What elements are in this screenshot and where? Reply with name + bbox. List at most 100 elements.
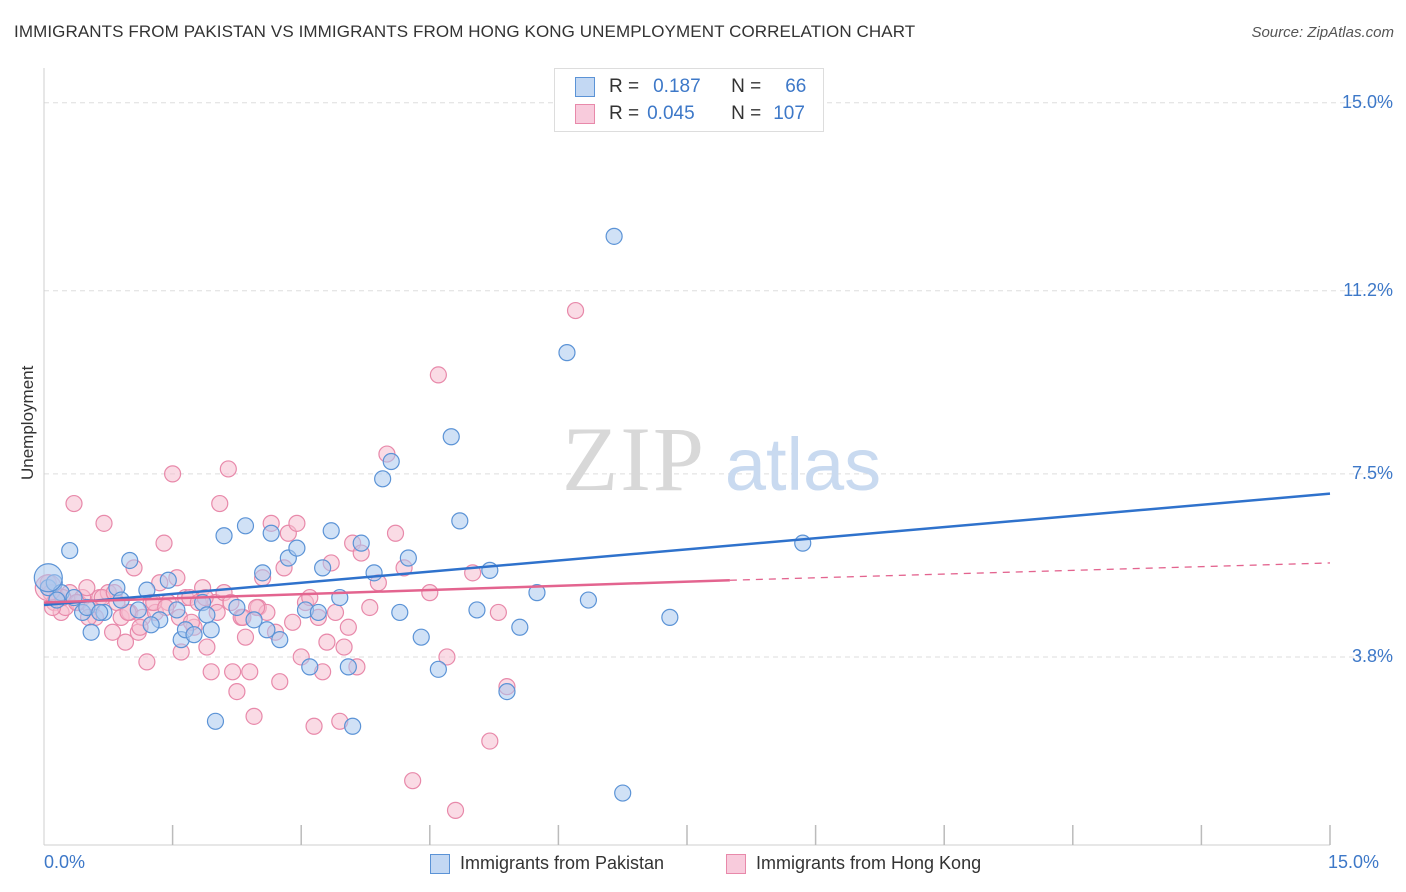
pakistan-point bbox=[185, 626, 203, 644]
hongkong-point bbox=[211, 494, 229, 513]
hongkong-point bbox=[335, 638, 353, 656]
hongkong-point bbox=[404, 772, 422, 790]
watermark: ZIP atlas bbox=[562, 408, 881, 510]
pakistan-point bbox=[344, 717, 362, 735]
stats-n-label: N = bbox=[731, 103, 762, 124]
y-tick-label: 7.5% bbox=[1351, 462, 1393, 483]
legend-swatch-hongkong bbox=[726, 853, 746, 874]
pakistan-point bbox=[498, 682, 516, 701]
y-tick-label: 11.2% bbox=[1343, 279, 1393, 300]
hongkong-point bbox=[481, 732, 499, 750]
trend-line-hongkong bbox=[43, 579, 730, 604]
hongkong-point bbox=[318, 633, 336, 651]
pakistan-point bbox=[82, 623, 100, 641]
watermark-zip: ZIP bbox=[562, 408, 706, 510]
pakistan-point bbox=[468, 601, 486, 619]
pakistan-point bbox=[339, 658, 357, 676]
watermark-atlas: atlas bbox=[725, 423, 881, 506]
hongkong-point bbox=[305, 717, 323, 735]
pakistan-point bbox=[236, 517, 255, 535]
y-tick-label: 15.0% bbox=[1341, 91, 1393, 112]
hongkong-point bbox=[103, 623, 122, 641]
hongkong-point bbox=[271, 673, 289, 691]
trend-line-hongkong-extended bbox=[729, 562, 1331, 581]
pakistan-point bbox=[206, 712, 225, 730]
hongkong-point bbox=[438, 648, 456, 666]
pakistan-point bbox=[91, 603, 109, 622]
pakistan-point bbox=[129, 601, 147, 619]
hongkong-point bbox=[65, 494, 83, 513]
hongkong-point bbox=[202, 663, 220, 681]
pakistan-point bbox=[382, 452, 400, 471]
stats-row-pakistan: R = 0.187 N = 66 bbox=[575, 74, 806, 100]
pakistan-point bbox=[451, 512, 469, 530]
hongkong-point bbox=[361, 598, 379, 617]
pakistan-point bbox=[322, 522, 340, 540]
stats-n-value-hongkong: 107 bbox=[773, 103, 805, 124]
hongkong-point bbox=[224, 663, 242, 681]
hongkong-point bbox=[95, 514, 113, 532]
pakistan-point bbox=[33, 563, 63, 593]
hongkong-point bbox=[236, 628, 255, 646]
stats-row-hongkong: R = 0.045 N = 107 bbox=[575, 101, 805, 127]
grid-lines bbox=[44, 102, 1392, 658]
axes bbox=[43, 68, 1331, 846]
trend-lines bbox=[43, 492, 1331, 607]
pakistan-point bbox=[412, 628, 430, 646]
hongkong-point bbox=[284, 613, 302, 631]
pakistan-point bbox=[661, 608, 679, 626]
pakistan-point bbox=[605, 227, 623, 245]
pakistan-point bbox=[202, 621, 220, 639]
pakistan-point bbox=[558, 344, 576, 362]
stats-n-label: N = bbox=[731, 76, 762, 97]
stats-legend: R = 0.187 N = 66 R = 0.045 N = 107 bbox=[554, 68, 824, 132]
pakistan-point bbox=[48, 591, 66, 609]
pakistan-point bbox=[254, 564, 272, 582]
hongkong-point bbox=[155, 534, 173, 552]
hongkong-point bbox=[489, 603, 507, 622]
pakistan-point bbox=[399, 549, 417, 567]
legend-label-pakistan: Immigrants from Pakistan bbox=[460, 853, 665, 873]
legend-item-pakistan[interactable]: Immigrants from Pakistan bbox=[430, 853, 664, 874]
hongkong-point bbox=[138, 653, 156, 671]
hongkong-point bbox=[241, 663, 259, 681]
pakistan-point bbox=[215, 527, 233, 545]
source-credit: Source: ZipAtlas.com bbox=[1251, 24, 1394, 41]
pakistan-point bbox=[429, 660, 447, 678]
pakistan-point bbox=[374, 470, 392, 488]
pakistan-point bbox=[365, 564, 383, 582]
pakistan-point bbox=[258, 621, 276, 639]
x-tick-label-min: 0.0% bbox=[44, 852, 86, 872]
stats-r-value-hongkong: 0.045 bbox=[647, 103, 695, 124]
pakistan-point bbox=[142, 616, 160, 634]
pakistan-point bbox=[288, 539, 306, 557]
trend-line-pakistan bbox=[43, 492, 1331, 607]
pakistan-point bbox=[352, 534, 370, 552]
hongkong-point bbox=[228, 682, 246, 701]
pakistan-point bbox=[614, 784, 632, 802]
pakistan-point bbox=[314, 559, 332, 577]
pakistan-point bbox=[121, 551, 139, 570]
pakistan-point bbox=[228, 598, 246, 617]
stats-r-value-pakistan: 0.187 bbox=[653, 76, 701, 97]
hongkong-point bbox=[288, 514, 306, 532]
pakistan-point bbox=[61, 541, 79, 560]
pakistan-point bbox=[511, 618, 529, 636]
pakistan-point bbox=[391, 603, 409, 622]
hongkong-point bbox=[446, 801, 465, 819]
y-axis-label: Unemployment bbox=[18, 365, 37, 480]
pakistan-point bbox=[198, 606, 216, 624]
series-hongkong-points bbox=[34, 301, 585, 819]
hongkong-point bbox=[386, 524, 405, 542]
series-pakistan-points bbox=[33, 227, 812, 802]
hongkong-point bbox=[78, 579, 96, 597]
hongkong-point bbox=[198, 638, 216, 656]
legend-item-hongkong[interactable]: Immigrants from Hong Kong bbox=[726, 853, 981, 874]
bottom-legend: Immigrants from Pakistan Immigrants from… bbox=[0, 851, 1406, 879]
pakistan-point bbox=[528, 584, 546, 602]
pakistan-point bbox=[168, 601, 186, 619]
legend-swatch-pakistan bbox=[430, 853, 450, 874]
stats-r-label: R = bbox=[609, 103, 640, 124]
x-tick-label-max: 15.0% bbox=[1328, 852, 1380, 872]
pakistan-point bbox=[309, 603, 327, 622]
